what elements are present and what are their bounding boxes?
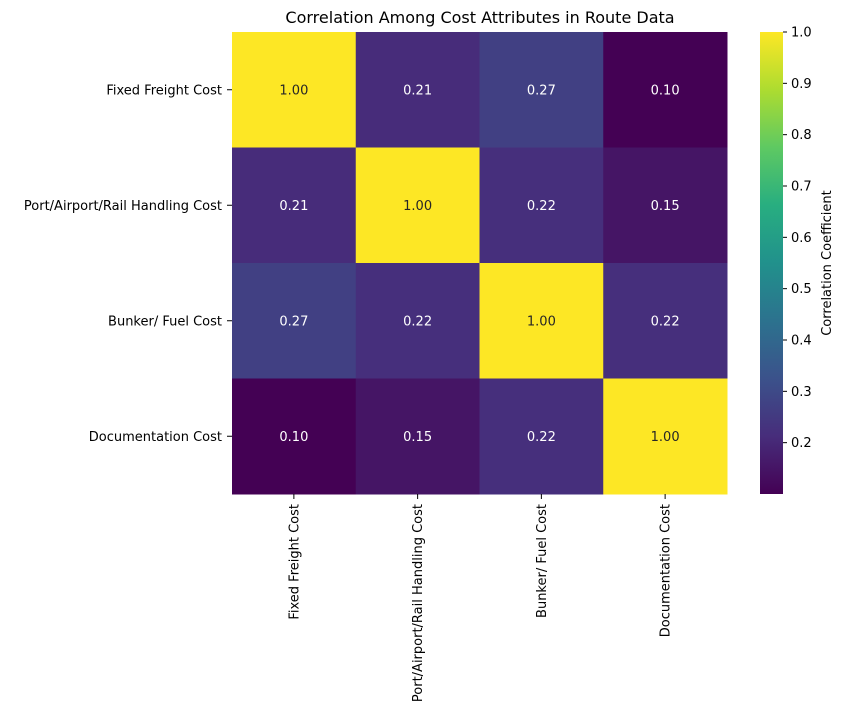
cell-value-label: 0.21 xyxy=(279,199,308,214)
y-tick-label: Bunker/ Fuel Cost xyxy=(108,314,222,329)
y-axis: Fixed Freight Cost Port/Airport/Rail Hand… xyxy=(24,83,232,445)
heatmap-cell xyxy=(479,263,604,379)
heatmap-cell xyxy=(232,378,357,495)
colorbar-tick-label: 1.0 xyxy=(791,26,812,41)
cell-value-label: 0.10 xyxy=(279,430,308,445)
cell-value-label: 0.21 xyxy=(403,83,432,98)
cell-value-label: 1.00 xyxy=(527,314,556,329)
colorbar-tick-label: 0.8 xyxy=(791,128,812,143)
heatmap-cell xyxy=(232,147,357,264)
colorbar-gradient xyxy=(760,32,783,494)
cell-value-label: 0.22 xyxy=(527,199,556,214)
heatmap-cell xyxy=(355,32,480,148)
cell-value-label: 0.22 xyxy=(651,314,680,329)
colorbar-tick-label: 0.6 xyxy=(791,231,812,246)
x-tick-label: Documentation Cost xyxy=(659,504,674,637)
heatmap-cell xyxy=(232,32,357,148)
heatmap-cells xyxy=(232,32,728,495)
heatmap-cell xyxy=(355,263,480,379)
chart-title: Correlation Among Cost Attributes in Rou… xyxy=(285,8,674,27)
colorbar-label: Correlation Coefficient xyxy=(820,190,835,336)
colorbar-tick-label: 0.2 xyxy=(791,436,812,451)
cell-value-label: 0.22 xyxy=(527,430,556,445)
cell-value-label: 0.15 xyxy=(651,199,680,214)
heatmap-cell xyxy=(479,378,604,495)
colorbar-tick-label: 0.7 xyxy=(791,180,812,195)
cell-value-label: 0.15 xyxy=(403,430,432,445)
x-tick-label: Bunker/ Fuel Cost xyxy=(535,504,550,618)
cell-value-label: 1.00 xyxy=(403,199,432,214)
cell-value-label: 0.10 xyxy=(651,83,680,98)
heatmap-cell xyxy=(603,263,728,379)
heatmap-cell xyxy=(479,32,604,148)
heatmap-cell xyxy=(355,378,480,495)
colorbar-tick-label: 0.9 xyxy=(791,77,812,92)
colorbar: 0.2 0.3 0.4 0.5 0.6 0.7 0.8 0.9 1.0 xyxy=(760,26,812,494)
colorbar-tick-label: 0.5 xyxy=(791,282,812,297)
heatmap-cell xyxy=(232,263,357,379)
colorbar-tick-label: 0.3 xyxy=(791,385,812,400)
colorbar-tick-label: 0.4 xyxy=(791,334,812,349)
x-axis: Fixed Freight Cost Port/Airport/Rail Hand… xyxy=(287,494,674,702)
y-tick-label: Documentation Cost xyxy=(89,430,222,445)
heatmap-cell xyxy=(355,147,480,264)
heatmap-cell xyxy=(603,32,728,148)
y-tick-label: Port/Airport/Rail Handling Cost xyxy=(24,199,222,214)
cell-value-label: 0.27 xyxy=(279,314,308,329)
heatmap-cell xyxy=(479,147,604,264)
y-tick-label: Fixed Freight Cost xyxy=(106,83,222,98)
heatmap-cell xyxy=(603,378,728,495)
heatmap-cell xyxy=(603,147,728,264)
cell-value-label: 0.22 xyxy=(403,314,432,329)
cell-value-label: 0.27 xyxy=(527,83,556,98)
cell-annotations: 1.00 0.21 0.27 0.10 0.21 1.00 0.22 0.15 0.27 0.22… xyxy=(279,83,679,445)
x-tick-label: Fixed Freight Cost xyxy=(287,504,302,620)
cell-value-label: 1.00 xyxy=(651,430,680,445)
cell-value-label: 1.00 xyxy=(279,83,308,98)
x-tick-label: Port/Airport/Rail Handling Cost xyxy=(411,504,426,702)
